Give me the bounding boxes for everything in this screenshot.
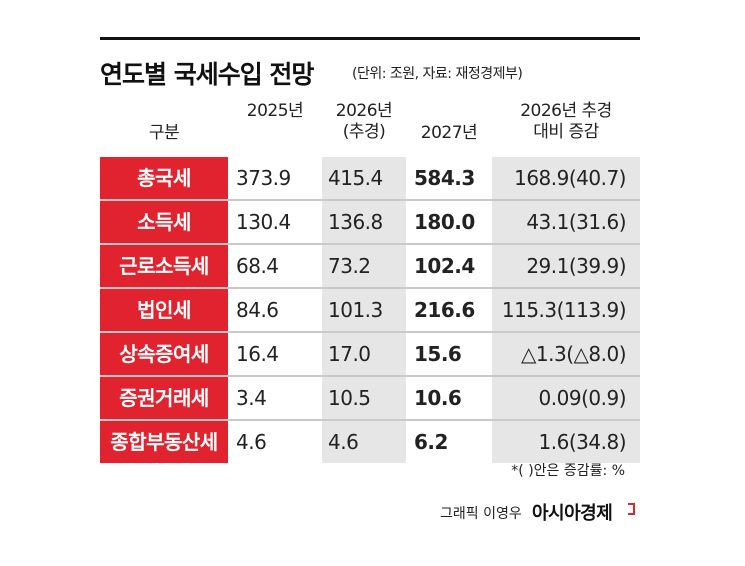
table-cell: 373.9	[236, 166, 291, 190]
table-cell: 10.6	[414, 386, 462, 410]
row-label: 상속증여세	[100, 333, 228, 375]
table-cell: 101.3	[322, 289, 406, 331]
table-cell: 102.4	[414, 254, 475, 278]
table-cell: △1.3(△8.0)	[492, 333, 640, 375]
row-separator	[100, 331, 640, 333]
table-cell: 10.5	[322, 377, 406, 419]
table-cell: 216.6	[414, 298, 475, 322]
table-cell: 1.6(34.8)	[492, 421, 640, 463]
table-cell: 29.1(39.9)	[492, 245, 640, 287]
table-cell: 584.3	[414, 166, 475, 190]
table-cell: 415.4	[322, 157, 406, 199]
top-rule	[100, 37, 640, 40]
row-separator	[100, 199, 640, 201]
unit-note: (단위: 조원, 자료: 재정경제부)	[352, 66, 523, 82]
row-label: 소득세	[100, 201, 228, 243]
table-cell: 4.6	[236, 430, 267, 454]
table-cell: 115.3(113.9)	[492, 289, 640, 331]
table-cell: 0.09(0.9)	[492, 377, 640, 419]
table-cell: 17.0	[322, 333, 406, 375]
table-cell: 84.6	[236, 298, 279, 322]
row-separator	[100, 419, 640, 421]
row-separator	[100, 287, 640, 289]
table-cell: 168.9(40.7)	[492, 157, 640, 199]
row-label: 법인세	[100, 289, 228, 331]
table-cell: 180.0	[414, 210, 475, 234]
row-separator	[100, 375, 640, 377]
table-cell: 16.4	[236, 342, 279, 366]
column-header: 2025년	[246, 101, 304, 121]
title: 연도별 국세수입 전망	[100, 60, 314, 89]
row-label: 종합부동산세	[100, 421, 228, 463]
column-header: 2026년 (추경)	[335, 101, 393, 142]
column-header: 2027년	[420, 123, 478, 143]
table-cell: 73.2	[322, 245, 406, 287]
column-header: 2026년 추경 대비 증감	[520, 101, 612, 142]
column-header: 구분	[148, 123, 180, 143]
table-cell: 4.6	[322, 421, 406, 463]
row-label: 증권거래세	[100, 377, 228, 419]
footnote: *( )안은 증감률: %	[511, 463, 625, 479]
table-cell: 43.1(31.6)	[492, 201, 640, 243]
table-cell: 6.2	[414, 430, 448, 454]
row-label: 근로소득세	[100, 245, 228, 287]
credit: 그래픽 이영우	[440, 506, 522, 522]
table-cell: 130.4	[236, 210, 291, 234]
table-cell: 136.8	[322, 201, 406, 243]
brand: 아시아경제	[532, 503, 613, 524]
table-cell: 15.6	[414, 342, 462, 366]
brand-mark	[628, 503, 635, 515]
row-label: 총국세	[100, 157, 228, 199]
table-cell: 3.4	[236, 386, 267, 410]
table-cell: 68.4	[236, 254, 279, 278]
row-separator	[100, 243, 640, 245]
